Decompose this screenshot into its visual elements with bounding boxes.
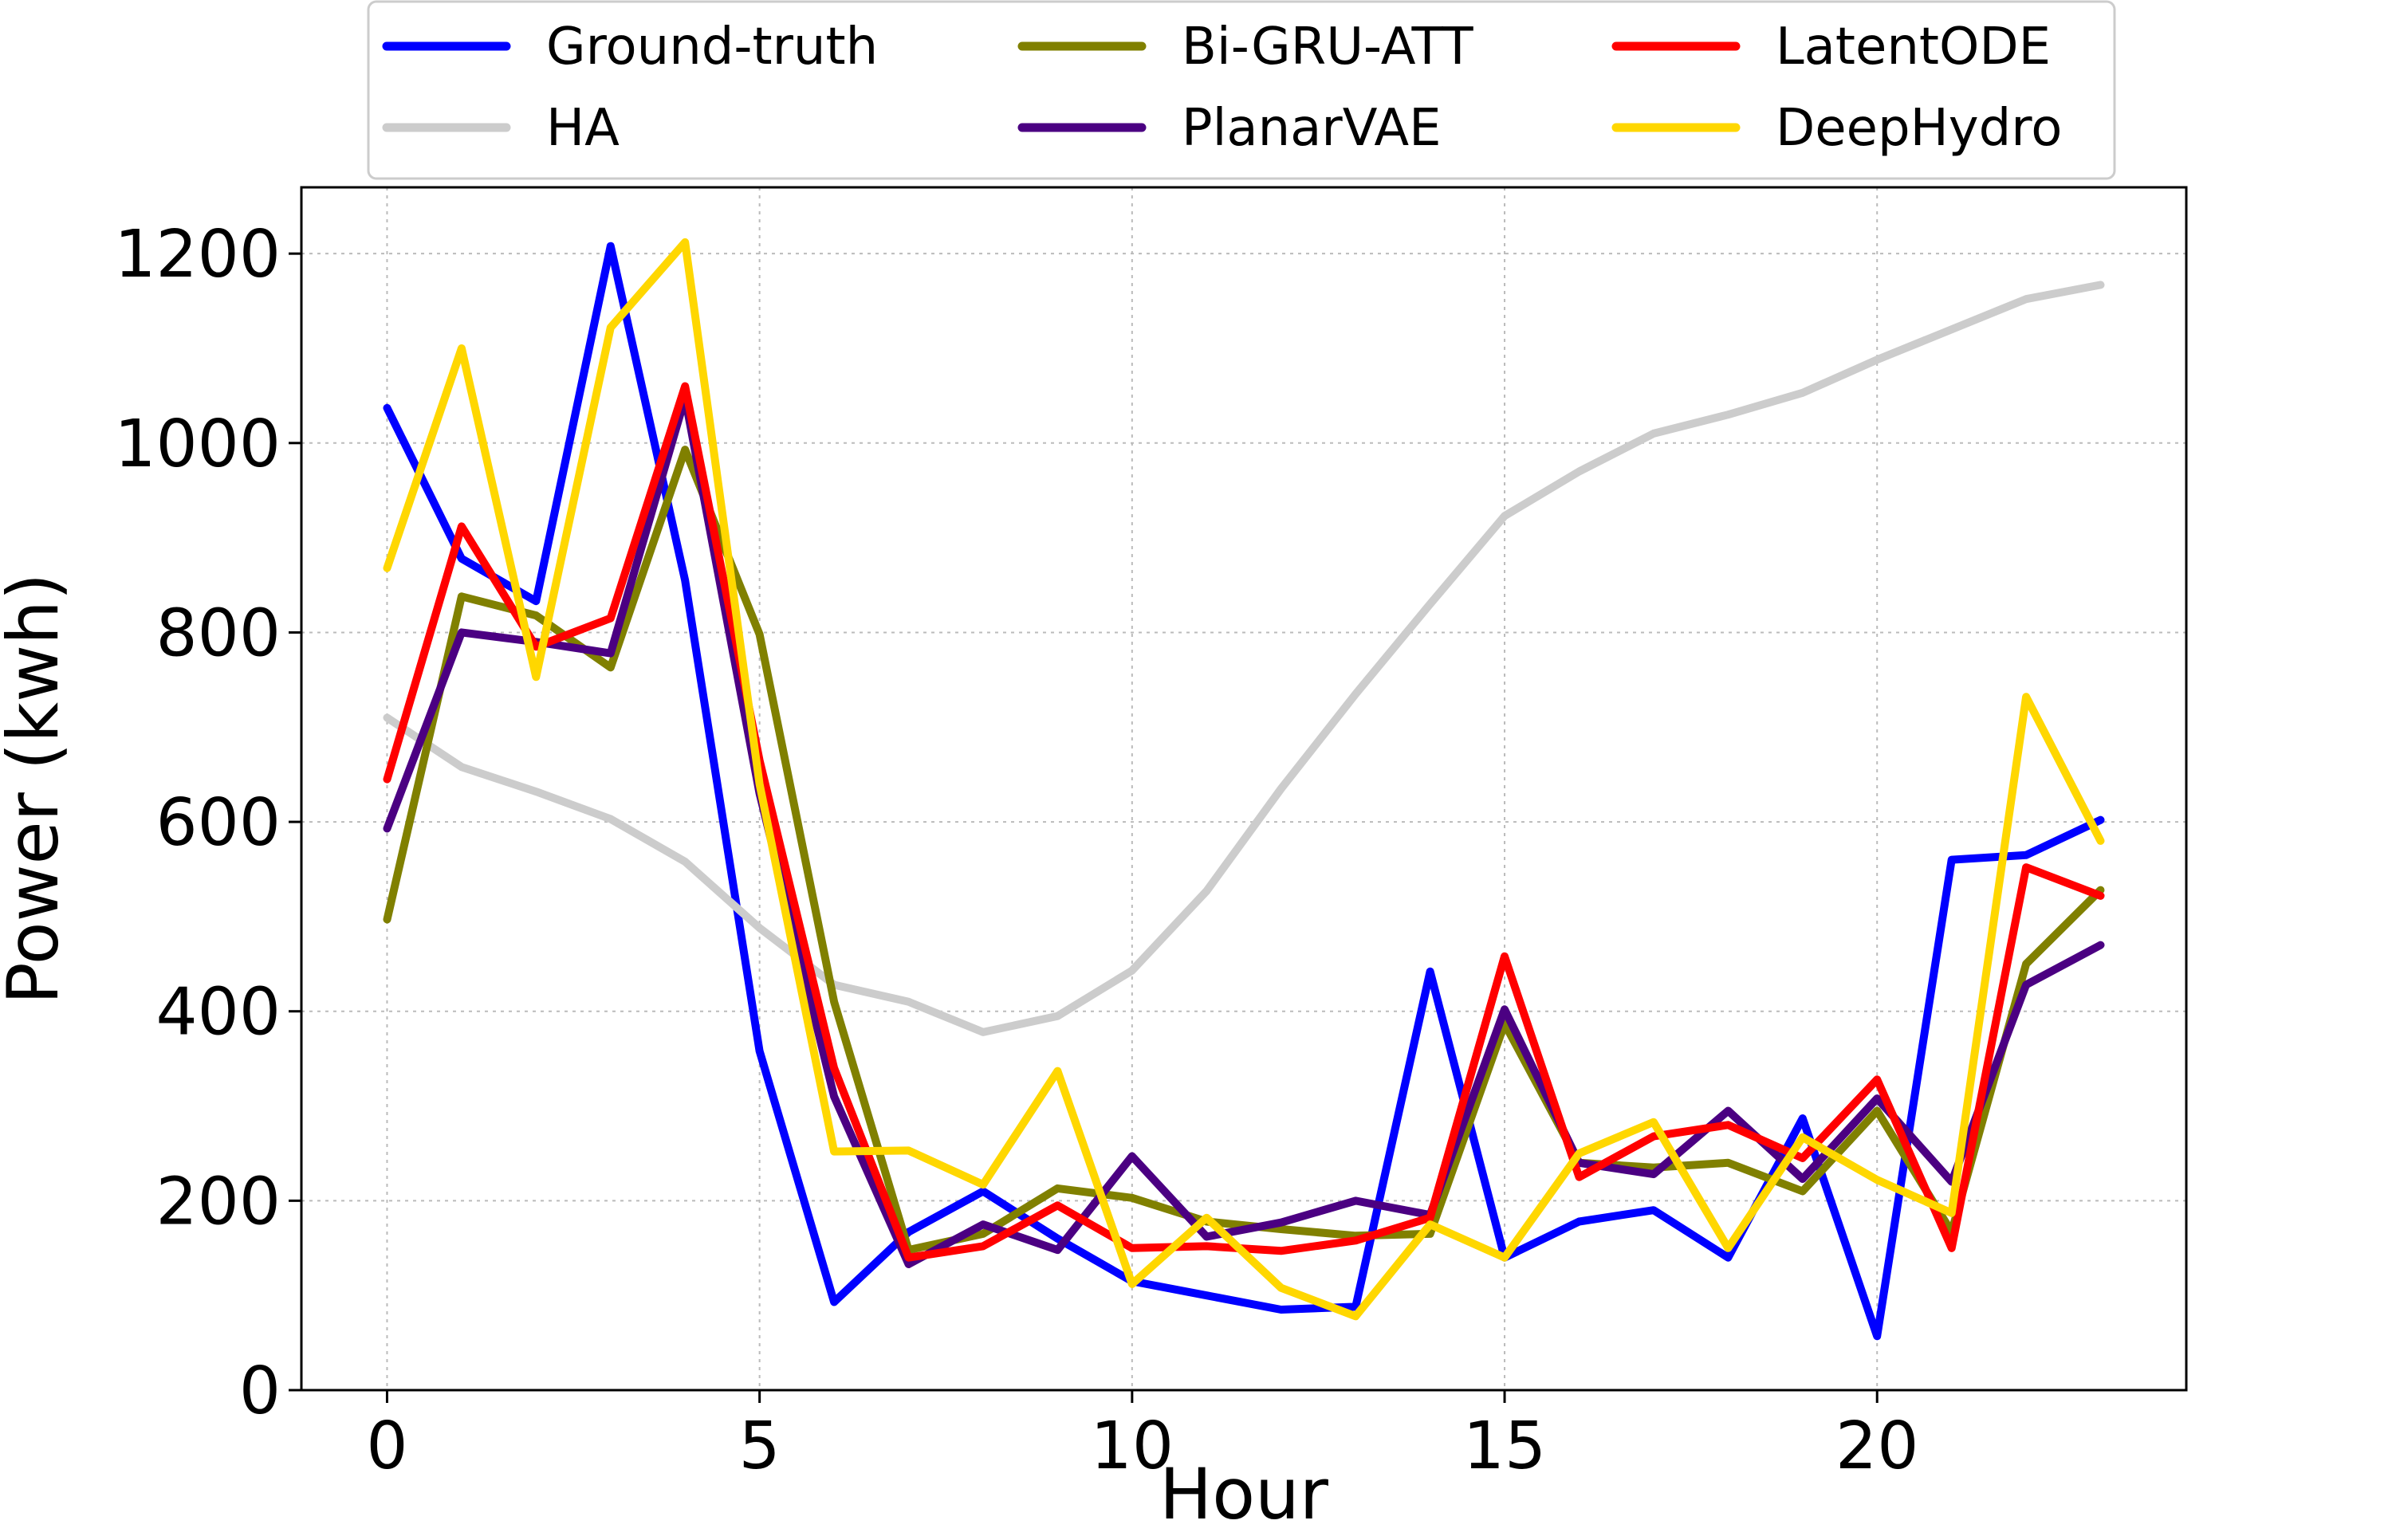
series-line-bi-gru-att xyxy=(383,446,2105,1255)
legend-label-bi-gru-att: Bi-GRU-ATT xyxy=(1182,18,1474,77)
y-tick-label: 600 xyxy=(155,785,281,861)
legend-label-deephydro: DeepHydro xyxy=(1776,99,2062,158)
x-tick-label: 5 xyxy=(739,1408,781,1484)
x-tick-label: 20 xyxy=(1835,1408,1918,1484)
legend-label-latentode: LatentODE xyxy=(1776,18,2051,77)
y-tick-label: 400 xyxy=(155,975,281,1051)
y-tick-label: 1200 xyxy=(114,217,281,293)
series-lines xyxy=(383,238,2105,1341)
series-line-ground-truth xyxy=(383,242,2105,1341)
x-axis-title: Hour xyxy=(1159,1453,1329,1535)
y-axis-title: Power (kwh) xyxy=(0,573,74,1004)
plot-frame xyxy=(300,186,2188,1392)
legend: Ground-truth HA Bi-GRU-ATT PlanarVAE LatentO… xyxy=(367,0,2116,180)
legend-label-planarvae: PlanarVAE xyxy=(1182,99,1442,158)
series-line-deephydro xyxy=(383,238,2105,1321)
series-line-planarvae xyxy=(383,393,2105,1268)
legend-label-ha: HA xyxy=(546,99,620,158)
x-tick-label: 10 xyxy=(1091,1408,1174,1484)
x-tick-label: 0 xyxy=(366,1408,407,1484)
y-tick-label: 200 xyxy=(155,1164,281,1239)
legend-label-ground-truth: Ground-truth xyxy=(546,18,878,77)
y-tick-label: 0 xyxy=(239,1353,281,1429)
x-axis-ticks: 0 5 10 15 20 xyxy=(366,1390,1918,1484)
y-tick-label: 800 xyxy=(155,595,281,671)
y-tick-label: 1000 xyxy=(114,407,281,482)
series-line-ha xyxy=(383,281,2105,1036)
y-axis-ticks: 0 200 400 600 800 1000 1200 xyxy=(114,217,301,1429)
x-tick-label: 15 xyxy=(1463,1408,1546,1484)
